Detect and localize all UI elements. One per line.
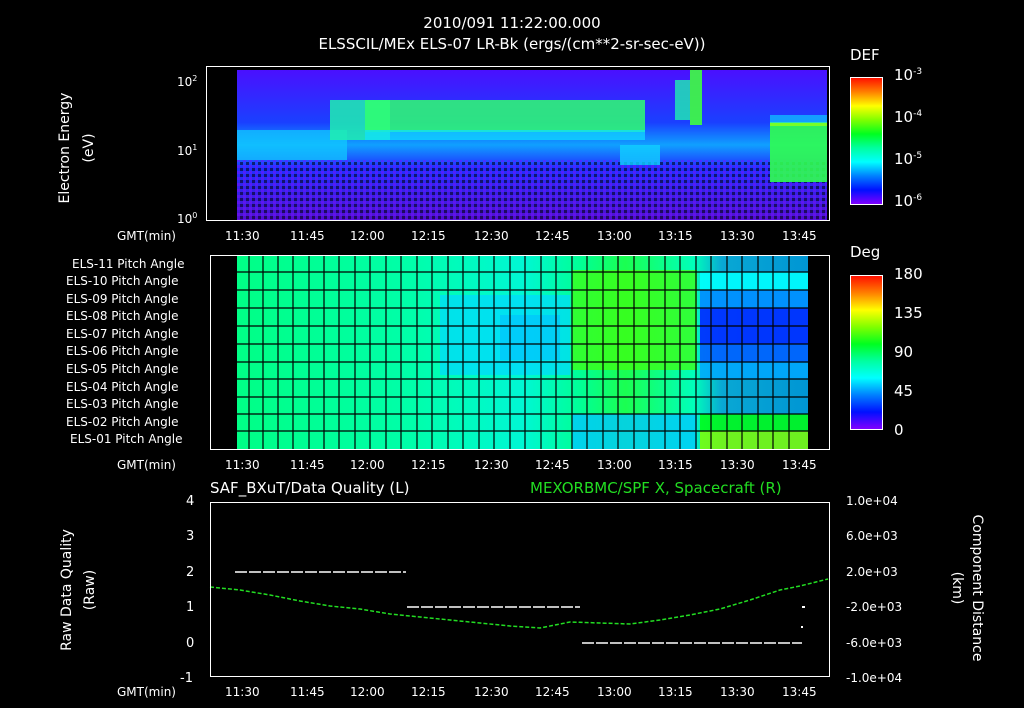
energy-ytick-100: 102 xyxy=(177,74,198,89)
plot-datetime: 2010/091 11:22:00.000 xyxy=(423,14,601,32)
time-axis-label-2: GMT(min) xyxy=(117,458,176,472)
energy-ytick-10: 101 xyxy=(177,143,198,158)
time-axis-label-1: GMT(min) xyxy=(117,229,176,243)
row-label-els-03: ELS-03 Pitch Angle xyxy=(66,397,179,411)
distance-ylabel: Component Distance xyxy=(969,514,985,662)
deg-colorbar-title: Deg xyxy=(850,243,881,261)
row-label-els-08: ELS-08 Pitch Angle xyxy=(66,309,179,323)
deg-colorbar xyxy=(850,275,883,430)
def-tick-1e-3: 10-3 xyxy=(894,66,923,84)
row-label-els-02: ELS-02 Pitch Angle xyxy=(66,415,179,429)
pitch-plot-frame xyxy=(210,255,830,450)
time-axis-label-3: GMT(min) xyxy=(117,685,176,699)
def-tick-1e-6: 10-6 xyxy=(894,192,923,210)
right-series-title: MEXORBMC/SPF X, Spacecraft (R) xyxy=(530,479,782,497)
energy-plot-frame xyxy=(206,66,830,221)
quality-plot-frame xyxy=(210,502,830,677)
row-label-els-07: ELS-07 Pitch Angle xyxy=(66,327,179,341)
distance-yunit: (km) xyxy=(949,571,965,605)
row-label-els-01: ELS-01 Pitch Angle xyxy=(70,432,183,446)
row-label-els-10: ELS-10 Pitch Angle xyxy=(66,274,179,288)
def-colorbar-title: DEF xyxy=(850,46,880,64)
row-label-els-05: ELS-05 Pitch Angle xyxy=(66,362,179,376)
row-label-els-06: ELS-06 Pitch Angle xyxy=(66,344,179,358)
deg-tick-135: 135 xyxy=(894,304,923,322)
deg-tick-180: 180 xyxy=(894,265,923,283)
def-colorbar xyxy=(850,77,883,205)
deg-tick-0: 0 xyxy=(894,421,904,439)
left-series-title: SAF_BXuT/Data Quality (L) xyxy=(210,479,410,497)
deg-tick-45: 45 xyxy=(894,382,914,400)
energy-ytick-1: 100 xyxy=(177,211,198,226)
def-tick-1e-4: 10-4 xyxy=(894,108,923,126)
deg-tick-90: 90 xyxy=(894,343,914,361)
plot-title: ELSSCIL/MEx ELS-07 LR-Bk (ergs/(cm**2-sr… xyxy=(318,35,706,53)
row-label-els-11: ELS-11 Pitch Angle xyxy=(72,257,185,271)
row-label-els-09: ELS-09 Pitch Angle xyxy=(66,292,179,306)
def-tick-1e-5: 10-5 xyxy=(894,150,923,168)
row-label-els-04: ELS-04 Pitch Angle xyxy=(66,380,179,394)
